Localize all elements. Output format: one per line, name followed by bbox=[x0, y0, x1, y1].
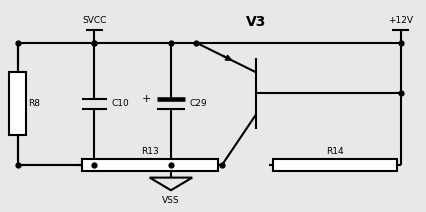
Text: VSS: VSS bbox=[162, 195, 179, 205]
Text: R8: R8 bbox=[28, 99, 40, 108]
Text: R14: R14 bbox=[325, 147, 343, 156]
Text: V3: V3 bbox=[245, 15, 266, 29]
Text: C10: C10 bbox=[111, 99, 129, 108]
Text: SVCC: SVCC bbox=[82, 16, 106, 25]
Text: C29: C29 bbox=[189, 99, 206, 108]
Bar bbox=[273, 159, 396, 171]
Text: +: + bbox=[141, 94, 151, 104]
Text: R13: R13 bbox=[141, 147, 158, 156]
Bar bbox=[81, 159, 217, 171]
Bar bbox=[9, 72, 26, 135]
Text: +12V: +12V bbox=[387, 16, 412, 25]
